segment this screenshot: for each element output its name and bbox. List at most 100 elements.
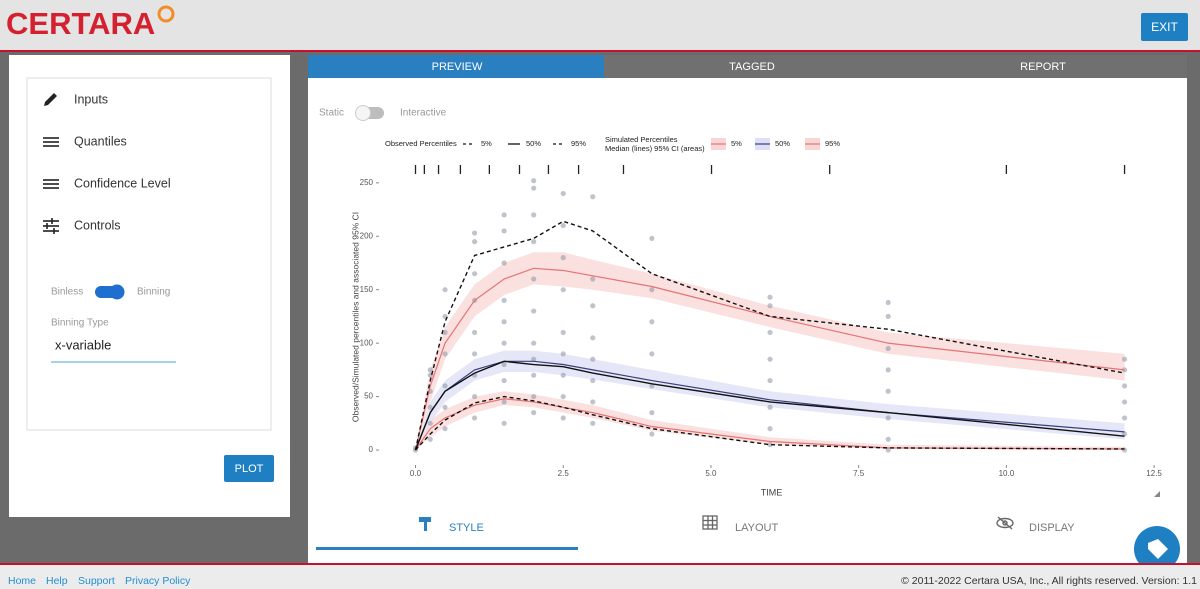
observation xyxy=(471,271,478,277)
observation xyxy=(471,329,478,336)
logo: CERTARA xyxy=(6,6,155,41)
y-tick-label: 150 xyxy=(360,285,374,294)
legend-label: 50% xyxy=(526,139,541,148)
tab-label[interactable]: REPORT xyxy=(1020,61,1066,73)
tabs: PREVIEW TAGGED REPORT xyxy=(432,61,1066,73)
observation xyxy=(560,415,566,421)
exit-label[interactable]: EXIT xyxy=(1151,20,1178,34)
observation xyxy=(885,367,891,373)
y-tick-label: 0 xyxy=(369,445,374,454)
observation xyxy=(531,410,537,416)
observation xyxy=(560,329,566,336)
tab-active[interactable] xyxy=(308,55,604,78)
observation xyxy=(767,356,773,362)
observation xyxy=(442,287,448,293)
observation xyxy=(531,372,537,378)
ci-band xyxy=(415,391,1125,451)
observation xyxy=(501,297,507,303)
observation xyxy=(767,442,773,448)
observation xyxy=(531,178,537,184)
observation xyxy=(442,383,448,389)
observation xyxy=(649,287,655,293)
menu-item[interactable]: Controls xyxy=(74,218,121,232)
y-axis-label: Observed/Simulated percentiles and assoc… xyxy=(350,212,360,422)
icon-menu xyxy=(43,137,59,189)
tab-label[interactable]: PREVIEW xyxy=(432,61,483,73)
observation xyxy=(427,436,433,442)
observation xyxy=(501,319,507,325)
footer-link[interactable]: Home xyxy=(8,575,36,587)
tab-inactive[interactable] xyxy=(604,55,1187,78)
observation xyxy=(590,420,596,426)
observation xyxy=(427,404,433,410)
plot-label[interactable]: PLOT xyxy=(235,463,264,475)
field-label: Binning Type xyxy=(51,318,109,329)
legend-title: Observed Percentiles xyxy=(385,139,457,148)
legend-label: 95% xyxy=(571,139,586,148)
sidebar-card xyxy=(26,77,272,431)
observation xyxy=(531,239,537,245)
observation xyxy=(767,377,773,384)
observation xyxy=(767,426,773,432)
observation xyxy=(501,399,507,405)
menu: Inputs Quantiles Confidence Level Controls xyxy=(74,92,171,232)
observation xyxy=(1121,431,1128,437)
observation xyxy=(590,303,596,309)
tag-icon xyxy=(1148,539,1168,559)
observation xyxy=(560,222,566,229)
observation xyxy=(767,294,773,300)
binning-toggle[interactable] xyxy=(95,284,125,300)
legend-subtitle: Median (lines) 95% CI (areas) xyxy=(605,144,705,153)
observation xyxy=(531,212,537,218)
observation xyxy=(560,351,566,357)
toggle-knob[interactable] xyxy=(109,284,125,300)
toggle-knob[interactable] xyxy=(355,105,371,121)
toggle-left-label: Binless xyxy=(51,287,83,298)
y-tick-label: 100 xyxy=(360,338,374,347)
observation xyxy=(560,372,566,378)
mode-left-label: Static xyxy=(319,108,344,119)
bottom-tab-label[interactable]: STYLE xyxy=(449,522,484,534)
observation xyxy=(471,230,478,236)
footer-link[interactable]: Support xyxy=(78,575,115,587)
observation xyxy=(531,185,537,191)
observation xyxy=(1121,415,1128,421)
observation xyxy=(501,228,507,234)
bottom-tab-label[interactable]: DISPLAY xyxy=(1029,522,1075,534)
mode-right-label: Interactive xyxy=(400,108,447,119)
legend-label: 50% xyxy=(775,139,790,148)
observation xyxy=(531,276,537,282)
observation xyxy=(501,420,507,426)
tab-label[interactable]: TAGGED xyxy=(729,61,775,73)
observation xyxy=(885,345,891,352)
observation xyxy=(767,329,773,336)
plot-button[interactable] xyxy=(224,455,274,482)
observation xyxy=(1121,447,1128,453)
footer-links: Home Help Support Privacy Policy xyxy=(8,575,191,587)
exit-button[interactable] xyxy=(1141,13,1188,41)
resize-handle xyxy=(1154,491,1160,497)
menu-item[interactable]: Quantiles xyxy=(74,134,127,148)
observation xyxy=(590,377,596,384)
observation xyxy=(590,356,596,362)
footer-rule xyxy=(0,563,1200,565)
x-tick-label: 2.5 xyxy=(558,469,570,478)
mode-toggle[interactable] xyxy=(355,105,385,121)
field-value[interactable]: x-variable xyxy=(55,337,111,352)
bottom-tab-label[interactable]: LAYOUT xyxy=(735,522,778,534)
footer-link[interactable]: Help xyxy=(46,575,68,587)
icon-layout xyxy=(702,515,718,530)
observation xyxy=(590,399,596,405)
observation xyxy=(427,420,433,426)
observation xyxy=(531,393,537,400)
observation xyxy=(649,431,655,437)
icon-display xyxy=(996,516,1014,530)
observation xyxy=(560,255,566,261)
x-axis-label: TIME xyxy=(761,487,783,497)
observation xyxy=(1121,356,1128,362)
menu-item[interactable]: Inputs xyxy=(74,92,108,106)
menu-item[interactable]: Confidence Level xyxy=(74,176,171,190)
footer-link[interactable]: Privacy Policy xyxy=(125,575,191,587)
icon-style xyxy=(419,517,431,531)
